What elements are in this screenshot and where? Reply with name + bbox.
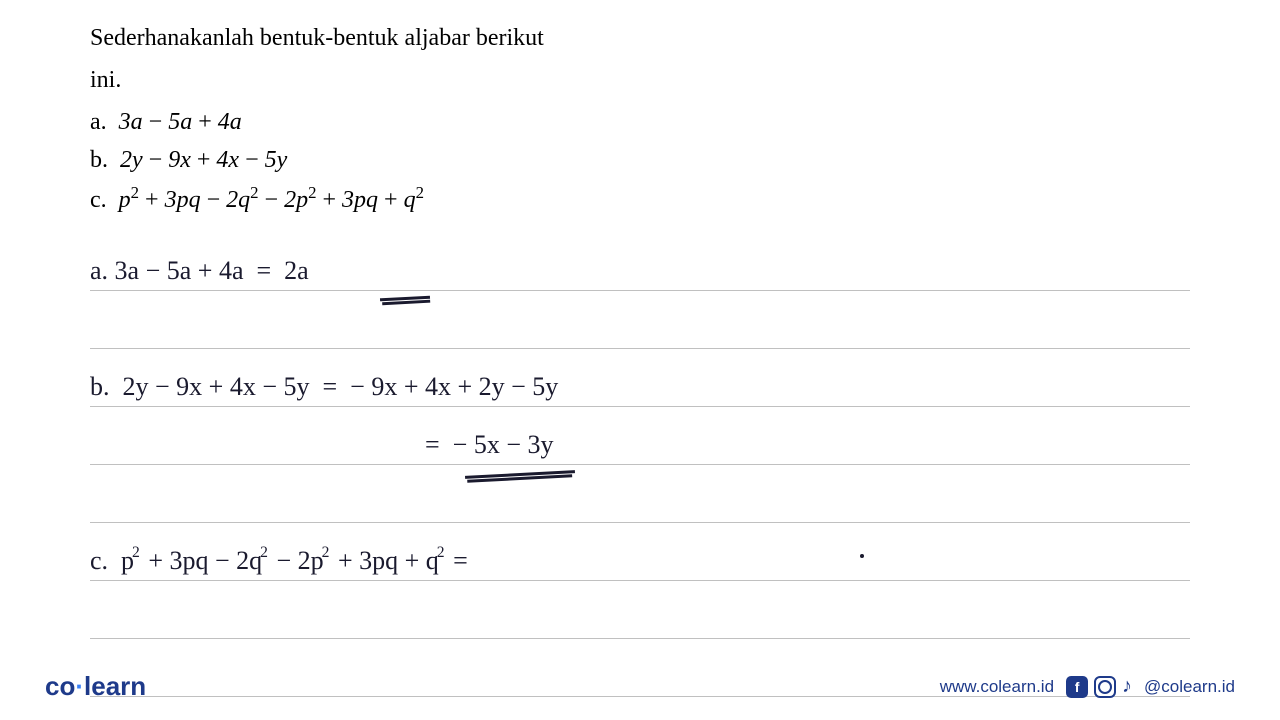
tiktok-icon: ♪ [1122, 675, 1132, 698]
ruled-line: a. 3a − 5a + 4a = 2a [90, 233, 1190, 291]
logo-learn: learn [84, 671, 146, 701]
footer: co·learn www.colearn.id f ♪ @colearn.id [0, 671, 1280, 702]
brand-logo: co·learn [45, 671, 146, 702]
ruled-line: c. p2 + 3pq − 2q2 − 2p2 + 3pq + q2 = [90, 523, 1190, 581]
ruled-worksheet: a. 3a − 5a + 4a = 2a b. 2y − 9x + 4x − 5… [90, 233, 1190, 697]
social-handle: @colearn.id [1144, 677, 1235, 697]
ruled-line [90, 465, 1190, 523]
problem-title-line1: Sederhanakanlah bentuk-bentuk aljabar be… [90, 20, 1190, 56]
ruled-line: = − 5x − 3y [90, 407, 1190, 465]
problem-item-b: b. 2y − 9x + 4x − 5y [90, 142, 1190, 178]
instagram-icon [1094, 676, 1116, 698]
handwritten-a: a. 3a − 5a + 4a = 2a [90, 256, 309, 286]
problem-item-c: c. p2 + 3pq − 2q2 − 2p2 + 3pq + q2 [90, 180, 1190, 218]
handwritten-c: c. p2 + 3pq − 2q2 − 2p2 + 3pq + q2 = [90, 546, 468, 576]
logo-dot: · [75, 671, 84, 701]
ruled-line [90, 291, 1190, 349]
facebook-icon: f [1066, 676, 1088, 698]
footer-right: www.colearn.id f ♪ @colearn.id [940, 675, 1235, 698]
problem-title-line2: ini. [90, 62, 1190, 98]
website-url: www.colearn.id [940, 677, 1054, 697]
logo-co: co [45, 671, 75, 701]
social-icons: f ♪ [1066, 675, 1132, 698]
stray-dot [860, 554, 864, 558]
handwritten-b-line2: = − 5x − 3y [425, 430, 554, 460]
handwritten-b-line1: b. 2y − 9x + 4x − 5y = − 9x + 4x + 2y − … [90, 372, 558, 402]
ruled-line: b. 2y − 9x + 4x − 5y = − 9x + 4x + 2y − … [90, 349, 1190, 407]
ruled-line [90, 581, 1190, 639]
problem-item-a: a. 3a − 5a + 4a [90, 104, 1190, 140]
